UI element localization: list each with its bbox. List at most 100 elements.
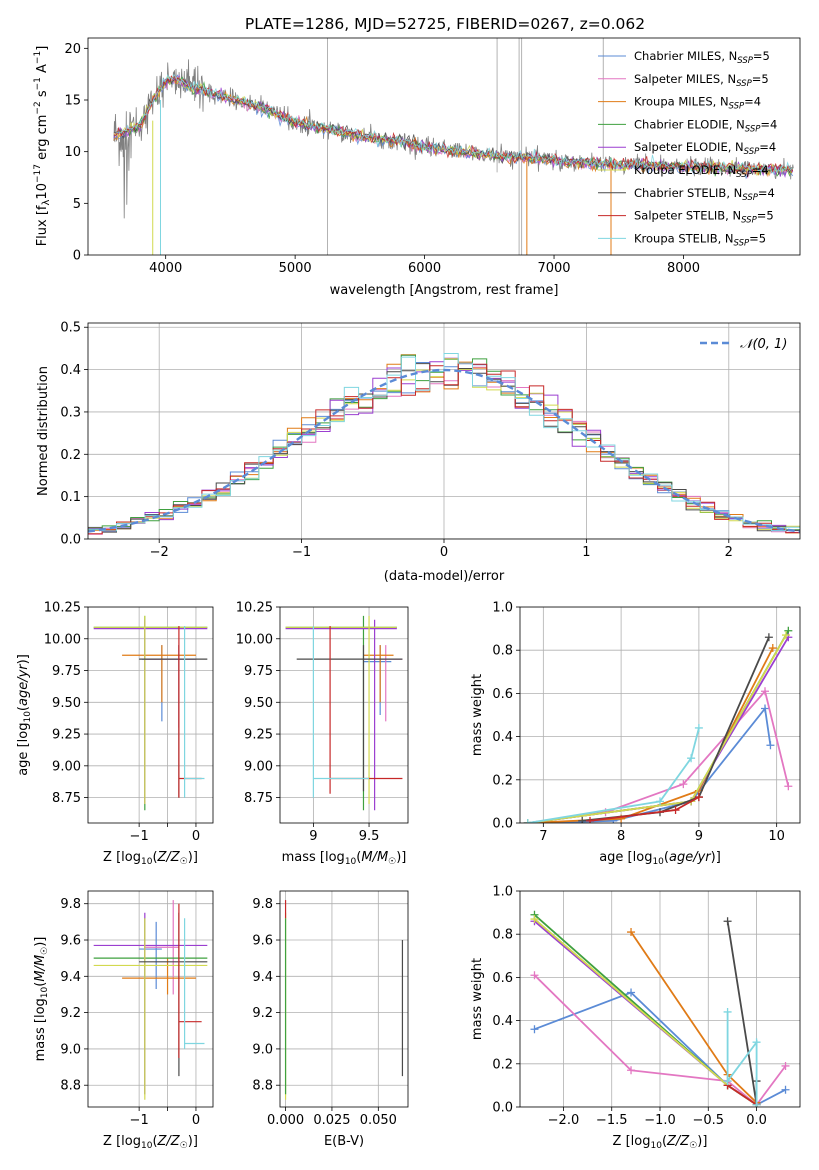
y-tick-label: 8.8 [252, 1079, 273, 1094]
y-tick-label: 9.6 [60, 934, 81, 949]
label-part: Z [log [103, 850, 141, 865]
y-tick-label: 9.25 [244, 728, 273, 743]
label-part: A [35, 64, 50, 77]
label-part: 10 [652, 857, 664, 867]
plot-area [88, 323, 800, 539]
label-part: s [35, 90, 50, 101]
marker-plus [530, 1025, 539, 1034]
y-tick-label: 9.2 [60, 1006, 81, 1021]
y-tick-label: 0.6 [492, 687, 513, 702]
x-tick-label: −1 [130, 829, 149, 844]
y-tick-label: 0.2 [492, 1057, 513, 1072]
legend-label-chabrier-elodie: Chabrier ELODIE, NSSP=4 [634, 117, 777, 134]
series-line [582, 636, 770, 822]
label-part: Flux [f [35, 205, 50, 246]
y-tick-label: 0.1 [60, 490, 81, 505]
x-tick-label: 9.5 [359, 829, 380, 844]
label-part: erg cm [35, 115, 50, 164]
series-line [527, 634, 787, 823]
y-tick-label: 10.00 [44, 632, 81, 647]
legend-sub: SSP [736, 170, 752, 180]
plot-area [520, 891, 800, 1107]
series-chabrier-stelib [578, 633, 773, 823]
errorbar-kroupa-miles [122, 958, 196, 995]
y-tick-label: 9.0 [252, 1042, 273, 1057]
y-axis-label-4: mass weight [470, 674, 485, 756]
series-salpeter-stelib [586, 793, 703, 823]
y-tick-label: 0.4 [492, 1014, 513, 1029]
legend-sub: SSP [745, 124, 761, 134]
errorbar-kroupa-stelib [312, 626, 370, 798]
legend-text: Chabrier MILES, N [634, 49, 737, 63]
y-tick-label: 0.8 [492, 644, 513, 659]
series-salpeter-elodie [523, 633, 793, 823]
label-part: M/M [361, 850, 388, 865]
y-tick-label: 8.75 [52, 791, 81, 806]
errorbar-salpeter-miles [144, 900, 179, 995]
y-tick-label: 0.4 [60, 363, 81, 378]
axes-3: 9 9.5 8.75 9.00 9.25 9.50 9.75 10.00 10.25 [236, 601, 409, 844]
marker-plus [530, 971, 539, 980]
label-part: λ [41, 199, 52, 205]
legend-sub: SSP [736, 79, 752, 89]
histogram-kroupa-stelib [88, 353, 800, 532]
x-tick-label: 0 [192, 829, 200, 844]
marker-plus [530, 915, 539, 924]
label-part: 10 [345, 857, 357, 867]
label-part: ( [664, 850, 669, 865]
y-tick-label: 9.8 [252, 897, 273, 912]
axes-6: 0.000 0.025 0.050 8.8 9.0 9.2 9.4 9.6 9.8 [252, 890, 409, 1128]
x-tick-label: −1 [130, 1113, 149, 1128]
x-tick-label: −1.0 [644, 1113, 676, 1128]
label-part: −1 [33, 51, 43, 64]
x-tick-label: 0.025 [313, 1113, 350, 1128]
y-tick-label: 0.3 [60, 405, 81, 420]
legend-text: Kroupa STELIB, N [634, 231, 734, 245]
x-tick-label: −1.5 [596, 1113, 628, 1128]
y-tick-label: 0.0 [492, 817, 513, 832]
x-tick-label: 4000 [149, 261, 182, 276]
y-tick-label: 9.0 [60, 1042, 81, 1057]
legend-label-chabrier-miles: Chabrier MILES, NSSP=5 [634, 49, 770, 66]
label-part: ( [16, 706, 31, 711]
label-part: )] [33, 937, 48, 947]
marker-plus [752, 1038, 761, 1047]
y-tick-label: 0.2 [492, 773, 513, 788]
label-part: ☉ [180, 857, 188, 867]
y-tick-label: 0.0 [492, 1101, 513, 1116]
plot-area [280, 891, 408, 1107]
plot-area [520, 607, 800, 823]
x-tick-label: −0.5 [692, 1113, 724, 1128]
label-part: ☉ [40, 947, 50, 955]
label-part: mass [log [282, 850, 345, 865]
legend-label-salpeter-stelib: Salpeter STELIB, NSSP=5 [634, 209, 774, 226]
y-tick-label: 9.75 [52, 664, 81, 679]
marker-plus [761, 687, 769, 696]
label-part: )] [188, 850, 198, 865]
axes-frame [279, 890, 409, 1108]
y-tick-label: 1.0 [492, 885, 513, 900]
marker-plus [687, 754, 696, 763]
errorbar-kroupa-elodie [93, 918, 208, 1100]
label-part: age [log [16, 723, 31, 776]
legend-sub: SSP [729, 102, 745, 112]
y-axis-label-2: age [log10(age/yr)] [16, 654, 33, 776]
legend-tail: =5 [752, 72, 769, 86]
series-kroupa-stelib [723, 1007, 761, 1107]
label-part: Z/Z [157, 850, 181, 865]
y-tick-label: 8.75 [244, 791, 273, 806]
y-tick-label: 9.75 [244, 664, 273, 679]
axes-1: −2 −1 0 1 2 0.0 0.1 0.2 0.3 0.4 0.5 𝒩(0, 1) [60, 321, 801, 560]
label-part: ( [152, 1134, 157, 1149]
errorbar-kroupa-elodie [93, 615, 208, 804]
y-tick-label: 0.8 [492, 928, 513, 943]
marker-plus [782, 631, 790, 640]
marker-plus [627, 988, 636, 997]
errorbar-chabrier-stelib [296, 645, 403, 792]
marker-plus [694, 793, 703, 802]
series-line [527, 636, 790, 823]
series-line [726, 1012, 758, 1105]
y-tick-label: 5 [73, 197, 81, 212]
y-tick-label: 0.2 [60, 448, 81, 463]
